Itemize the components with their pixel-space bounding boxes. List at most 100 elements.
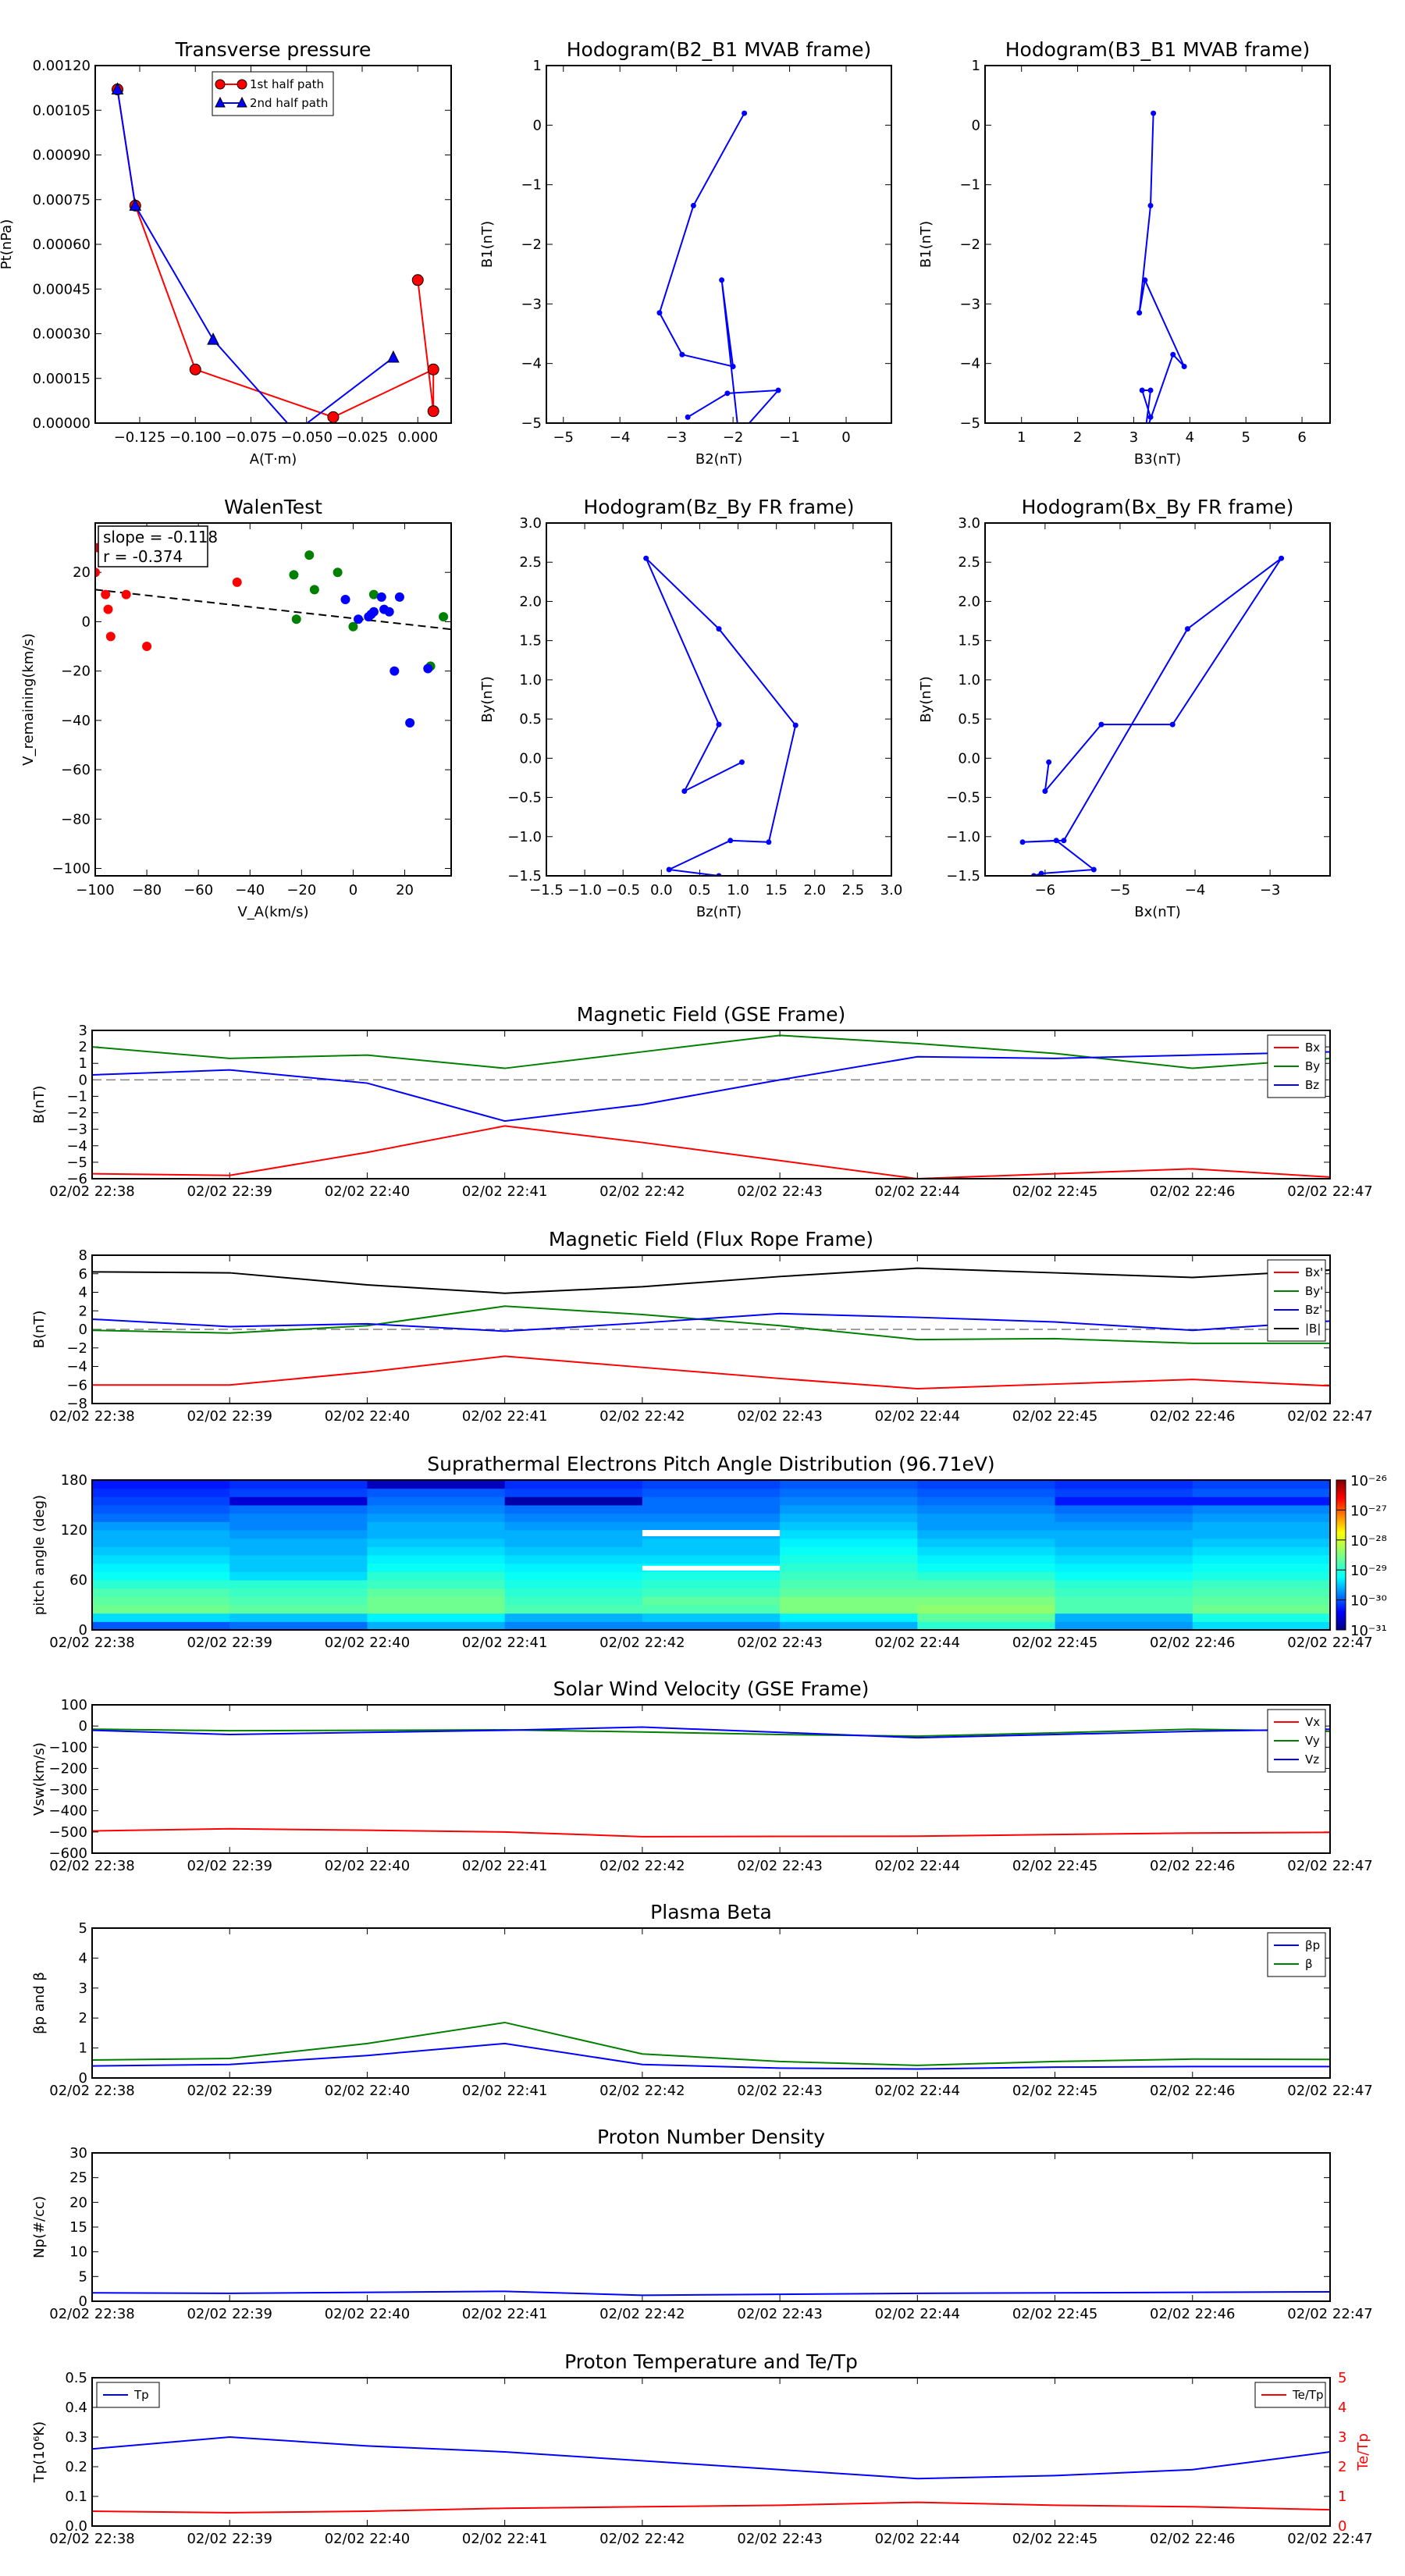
x-axis-label: A(T·m) (250, 451, 297, 468)
data-point (1046, 759, 1052, 765)
heatmap-cell (229, 1605, 368, 1614)
x-tick-label: −100 (76, 882, 114, 898)
y2-tick-label: 1 (1338, 2489, 1346, 2505)
heatmap-cell (780, 1480, 918, 1489)
plot-area (92, 2290, 1330, 2297)
x-tick-label: 02/02 22:39 (187, 2306, 272, 2322)
tp_temp-panel: Proton Temperature and Te/Tp 0.0 0.1 0.2 0.3… (31, 2350, 1373, 2547)
heatmap-cell (1055, 1555, 1193, 1564)
y-tick-label: 15 (69, 2219, 87, 2236)
x-axis-label: B3(nT) (1134, 451, 1181, 468)
legend: 1st half path 2nd half path (212, 71, 334, 116)
heatmap-cell (917, 1521, 1056, 1531)
y-axis-label: Pt(nPa) (0, 219, 15, 269)
plot-frame (91, 2152, 1331, 2302)
data-point (1279, 555, 1285, 561)
x-tick-label: 02/02 22:44 (875, 1408, 960, 1425)
data-point (792, 722, 799, 728)
y-tick-label: 0.0 (958, 750, 980, 767)
data-point (1142, 432, 1147, 438)
y2-tick-label: 2 (1338, 2459, 1346, 2475)
heatmap-cell (229, 1496, 368, 1506)
y-tick-label: 1.0 (958, 672, 980, 688)
x-tick-label: 02/02 22:42 (599, 1183, 685, 1200)
vsw-panel: Solar Wind Velocity (GSE Frame) −600 −500 −… (31, 1678, 1373, 1874)
heatmap-cell (1055, 1530, 1193, 1539)
heatmap-cell (642, 1521, 781, 1531)
legend-marker (215, 79, 226, 90)
heatmap-cell (367, 1538, 506, 1547)
x-tick-label: 02/02 22:41 (462, 2083, 547, 2099)
plot-area (92, 1034, 1330, 1179)
hzy-panel: Hodogram(Bz_By FR frame)−1.5−1.0−0.50.00… (479, 496, 902, 920)
x-tick-label: −4 (610, 429, 631, 446)
heatmap-cell (780, 1521, 918, 1531)
y-tick-label: 10 (69, 2244, 87, 2261)
heatmap-cell (1055, 1621, 1193, 1631)
heatmap-cell (917, 1505, 1056, 1514)
heatmap-cell (780, 1571, 918, 1581)
legend-marker (237, 96, 247, 108)
x-tick-label: 02/02 22:39 (187, 2083, 272, 2099)
heatmap-cell (1055, 1588, 1193, 1597)
heatmap-cell (504, 1613, 643, 1622)
heatmap-cell (642, 1596, 781, 1606)
x-tick-label: 02/02 22:38 (49, 1635, 134, 1651)
heatmap-cell (229, 1571, 368, 1581)
x-tick-label: 3.0 (880, 882, 903, 898)
heatmap-cell (642, 1546, 781, 1556)
x-axis-label: Bz(nT) (696, 904, 742, 920)
legend-label: 1st half path (250, 77, 324, 91)
data-point (719, 277, 725, 283)
heatmap-cell (1055, 1480, 1193, 1489)
x-tick-label: 02/02 22:42 (599, 1858, 685, 1874)
heatmap-cell (504, 1605, 643, 1614)
x-tick-label: 02/02 22:47 (1287, 1635, 1372, 1651)
x-tick-label: 02/02 22:47 (1287, 1408, 1372, 1425)
x-tick-label: −0.5 (606, 882, 640, 898)
data-point (766, 839, 772, 845)
x-axis-label: V_A(km/s) (237, 904, 308, 920)
annotation-slope: slope = -0.118 (103, 528, 218, 546)
y-axis-label: By(nT) (918, 676, 934, 722)
heatmap-cell (1055, 1488, 1193, 1497)
x-tick-label: 02/02 22:40 (325, 2306, 410, 2322)
series-line-s0 (658, 112, 781, 423)
series-line-s0 (1022, 557, 1282, 876)
plot-area (92, 2435, 1330, 2514)
x-tick-label: 02/02 22:41 (462, 1635, 547, 1651)
y-tick-label: −300 (49, 1782, 87, 1799)
heatmap-cell (1192, 1580, 1331, 1589)
heatmap-cell (780, 1613, 918, 1622)
heatmap-cell (917, 1563, 1056, 1572)
mag_fr-panel: Magnetic Field (Flux Rope Frame) −8 −6 −4 −2… (31, 1228, 1373, 1425)
x-tick-label: −20 (286, 882, 316, 898)
legend-label: β (1305, 1957, 1313, 1971)
heatmap-cell (917, 1488, 1056, 1497)
x-tick-label: −1.5 (529, 882, 564, 898)
x-tick-label: 1 (1017, 429, 1026, 446)
x-tick-label: −6 (1035, 882, 1056, 898)
data-point (111, 82, 124, 95)
data-point (427, 405, 439, 418)
legend-label: 2nd half path (250, 96, 328, 110)
x-tick-label: 02/02 22:47 (1287, 2531, 1372, 2547)
legend-label: Te/Tp (1292, 2388, 1324, 2402)
heatmap-gap (642, 1565, 781, 1571)
y-tick-label: 0 (79, 1322, 87, 1338)
y-tick-label: −60 (61, 762, 91, 778)
scatter-point (394, 592, 404, 602)
heatmap-cell (917, 1580, 1056, 1589)
heatmap-cell (92, 1580, 230, 1589)
heatmap-cell (92, 1488, 230, 1497)
series-line-s0 (645, 557, 797, 876)
heatmap-cell (229, 1613, 368, 1622)
chart-title: Hodogram(B2_B1 MVAB frame) (567, 38, 872, 61)
series-line-Vy (92, 1728, 1330, 1738)
y-tick-label: −1.0 (946, 829, 980, 845)
heatmap-cell (642, 1538, 781, 1547)
heatmap-cell (504, 1530, 643, 1539)
heatmap-cell (92, 1571, 230, 1581)
plot-frame (94, 522, 452, 877)
